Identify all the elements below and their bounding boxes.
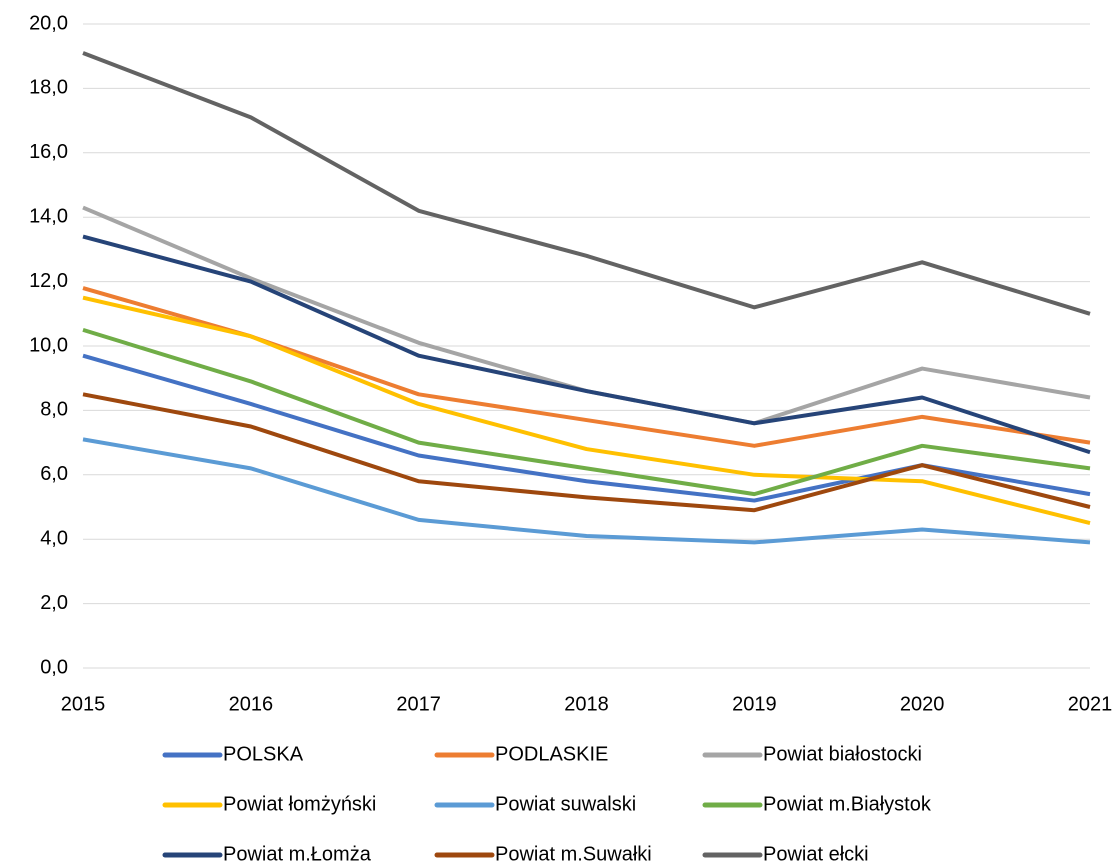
series-line xyxy=(82,51,1091,316)
series-line xyxy=(82,327,1091,497)
series-line xyxy=(82,437,1091,545)
y-tick-label: 18,0 xyxy=(29,77,68,99)
legend-label: Powiat ełcki xyxy=(763,843,869,864)
y-tick-label: 4,0 xyxy=(40,527,68,549)
y-tick-label: 8,0 xyxy=(40,399,68,421)
x-tick-label: 2018 xyxy=(564,693,609,715)
y-tick-label: 0,0 xyxy=(40,656,68,678)
legend-label: PODLASKIE xyxy=(495,743,608,765)
x-tick-label: 2015 xyxy=(61,693,106,715)
y-tick-label: 12,0 xyxy=(29,270,68,292)
series-line xyxy=(82,234,1091,455)
y-tick-label: 14,0 xyxy=(29,205,68,227)
series-line xyxy=(82,392,1091,513)
y-tick-label: 20,0 xyxy=(29,12,68,34)
y-tick-label: 6,0 xyxy=(40,463,68,485)
x-tick-label: 2019 xyxy=(732,693,777,715)
x-tick-label: 2017 xyxy=(396,693,441,715)
legend-label: Powiat m.Białystok xyxy=(763,793,932,815)
y-tick-label: 10,0 xyxy=(29,334,68,356)
legend-label: Powiat łomżyński xyxy=(223,793,376,815)
y-tick-label: 2,0 xyxy=(40,592,68,614)
legend-label: Powiat m.Suwałki xyxy=(495,843,652,864)
x-tick-label: 2020 xyxy=(900,693,945,715)
legend-label: Powiat m.Łomża xyxy=(223,843,372,864)
x-tick-label: 2016 xyxy=(229,693,274,715)
x-tick-label: 2021 xyxy=(1068,693,1113,715)
series-line xyxy=(82,295,1091,526)
y-tick-label: 16,0 xyxy=(29,141,68,163)
legend-label: POLSKA xyxy=(223,743,304,765)
legend-label: Powiat suwalski xyxy=(495,793,636,815)
legend-label: Powiat białostocki xyxy=(763,743,922,765)
